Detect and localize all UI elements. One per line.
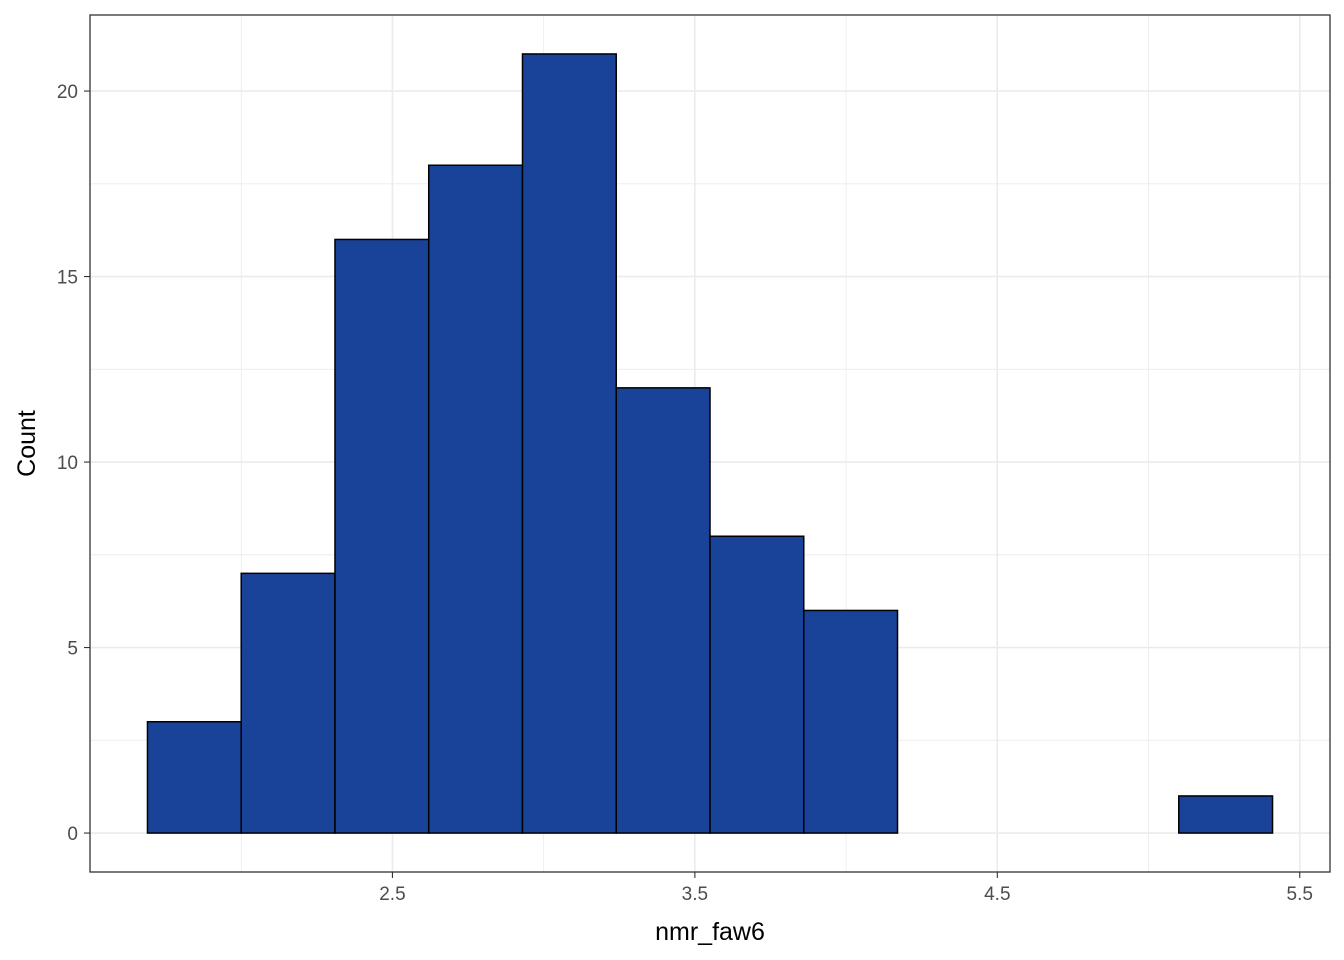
x-tick-label: 4.5 — [984, 884, 1010, 905]
histogram-bar-3 — [334, 238, 430, 834]
histogram-bars — [146, 53, 1274, 834]
x-axis: 2.5 3.5 4.5 5.5 — [379, 872, 1313, 905]
y-tick-label: 10 — [57, 453, 78, 474]
y-axis: 0 5 10 15 20 — [57, 82, 90, 845]
histogram-bar-12 — [1178, 795, 1274, 834]
panel-border — [89, 14, 1331, 873]
x-tick-label: 3.5 — [682, 884, 708, 905]
histogram-bar-8 — [803, 609, 899, 834]
y-axis-title: Count — [13, 410, 41, 477]
histogram-bar-1 — [146, 720, 242, 834]
histogram-bar-4 — [427, 164, 524, 834]
y-tick-label: 5 — [67, 639, 78, 660]
y-tick-label: 15 — [57, 268, 78, 289]
histogram-bar-5 — [521, 53, 617, 834]
y-tick-label: 0 — [67, 824, 78, 845]
x-tick-label: 2.5 — [379, 884, 405, 905]
x-tick-label: 5.5 — [1287, 884, 1313, 905]
x-axis-title: nmr_faw6 — [655, 918, 765, 946]
histogram-bar-2 — [240, 572, 336, 834]
histogram-bar-6 — [615, 387, 711, 834]
histogram-bar-7 — [709, 535, 805, 834]
y-tick-label: 20 — [57, 82, 78, 103]
